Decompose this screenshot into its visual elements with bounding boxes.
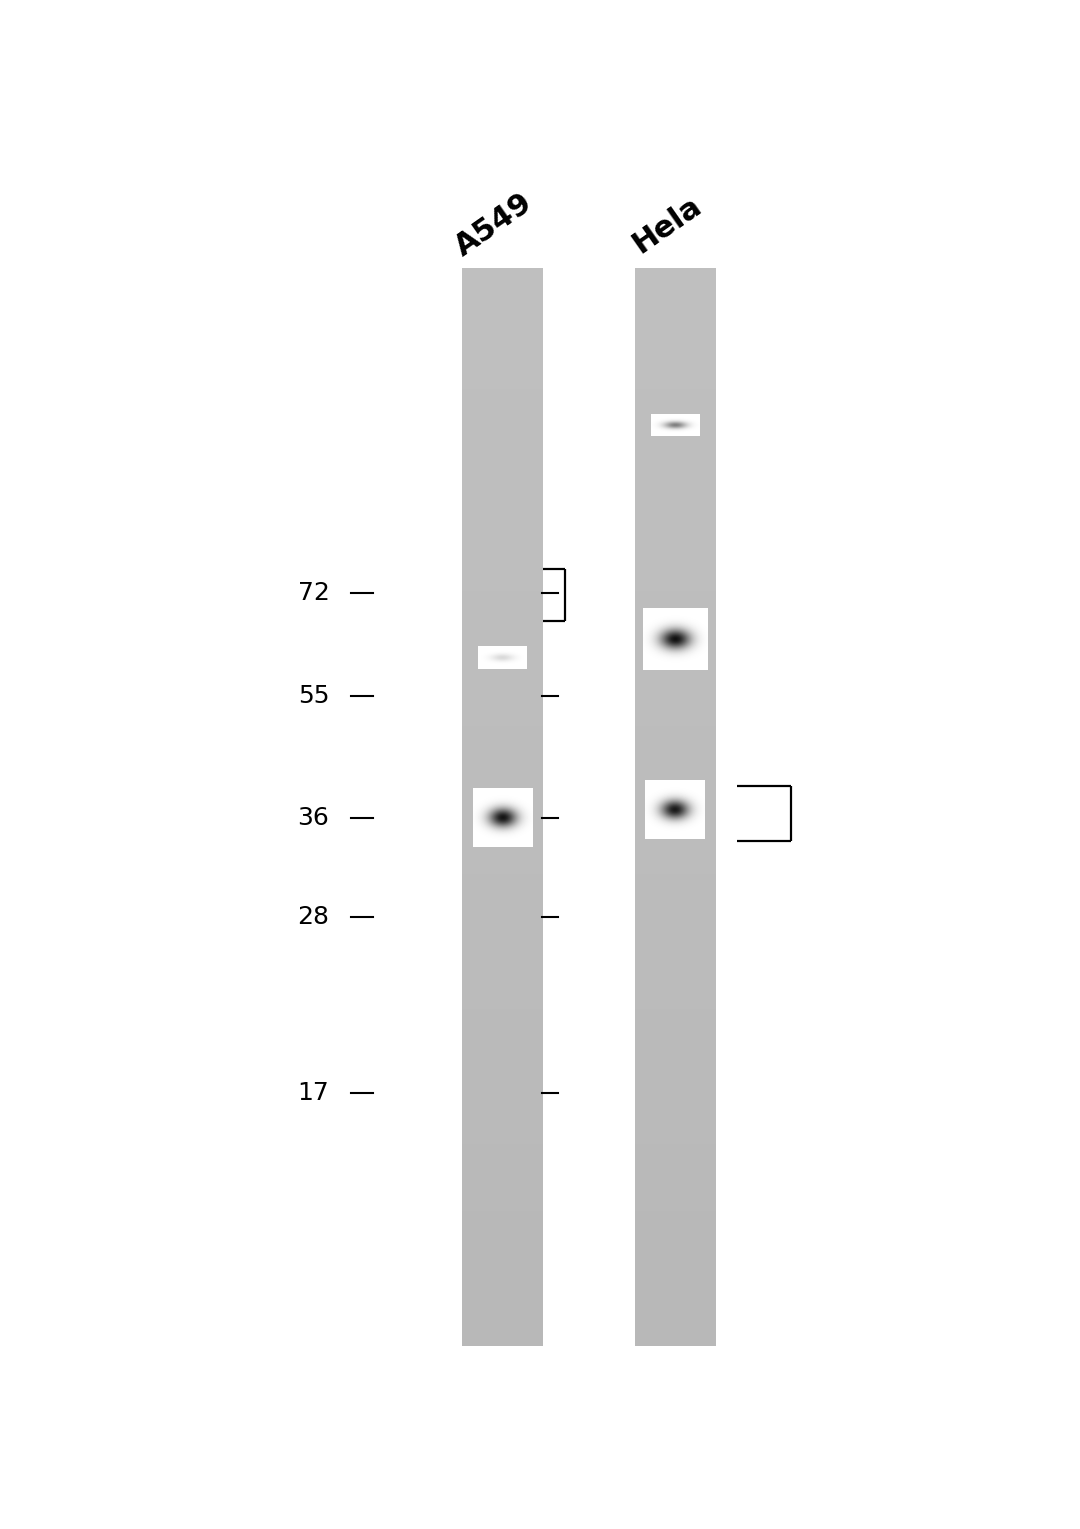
Text: 36: 36 [297,806,329,830]
Text: Hela: Hela [626,191,706,258]
Text: A549: A549 [449,188,538,261]
Text: 17: 17 [298,1081,329,1105]
Text: 28: 28 [297,905,329,930]
Text: 55: 55 [298,683,329,708]
Bar [635,268,715,1346]
Text: 72: 72 [297,581,329,605]
Bar [462,268,543,1346]
